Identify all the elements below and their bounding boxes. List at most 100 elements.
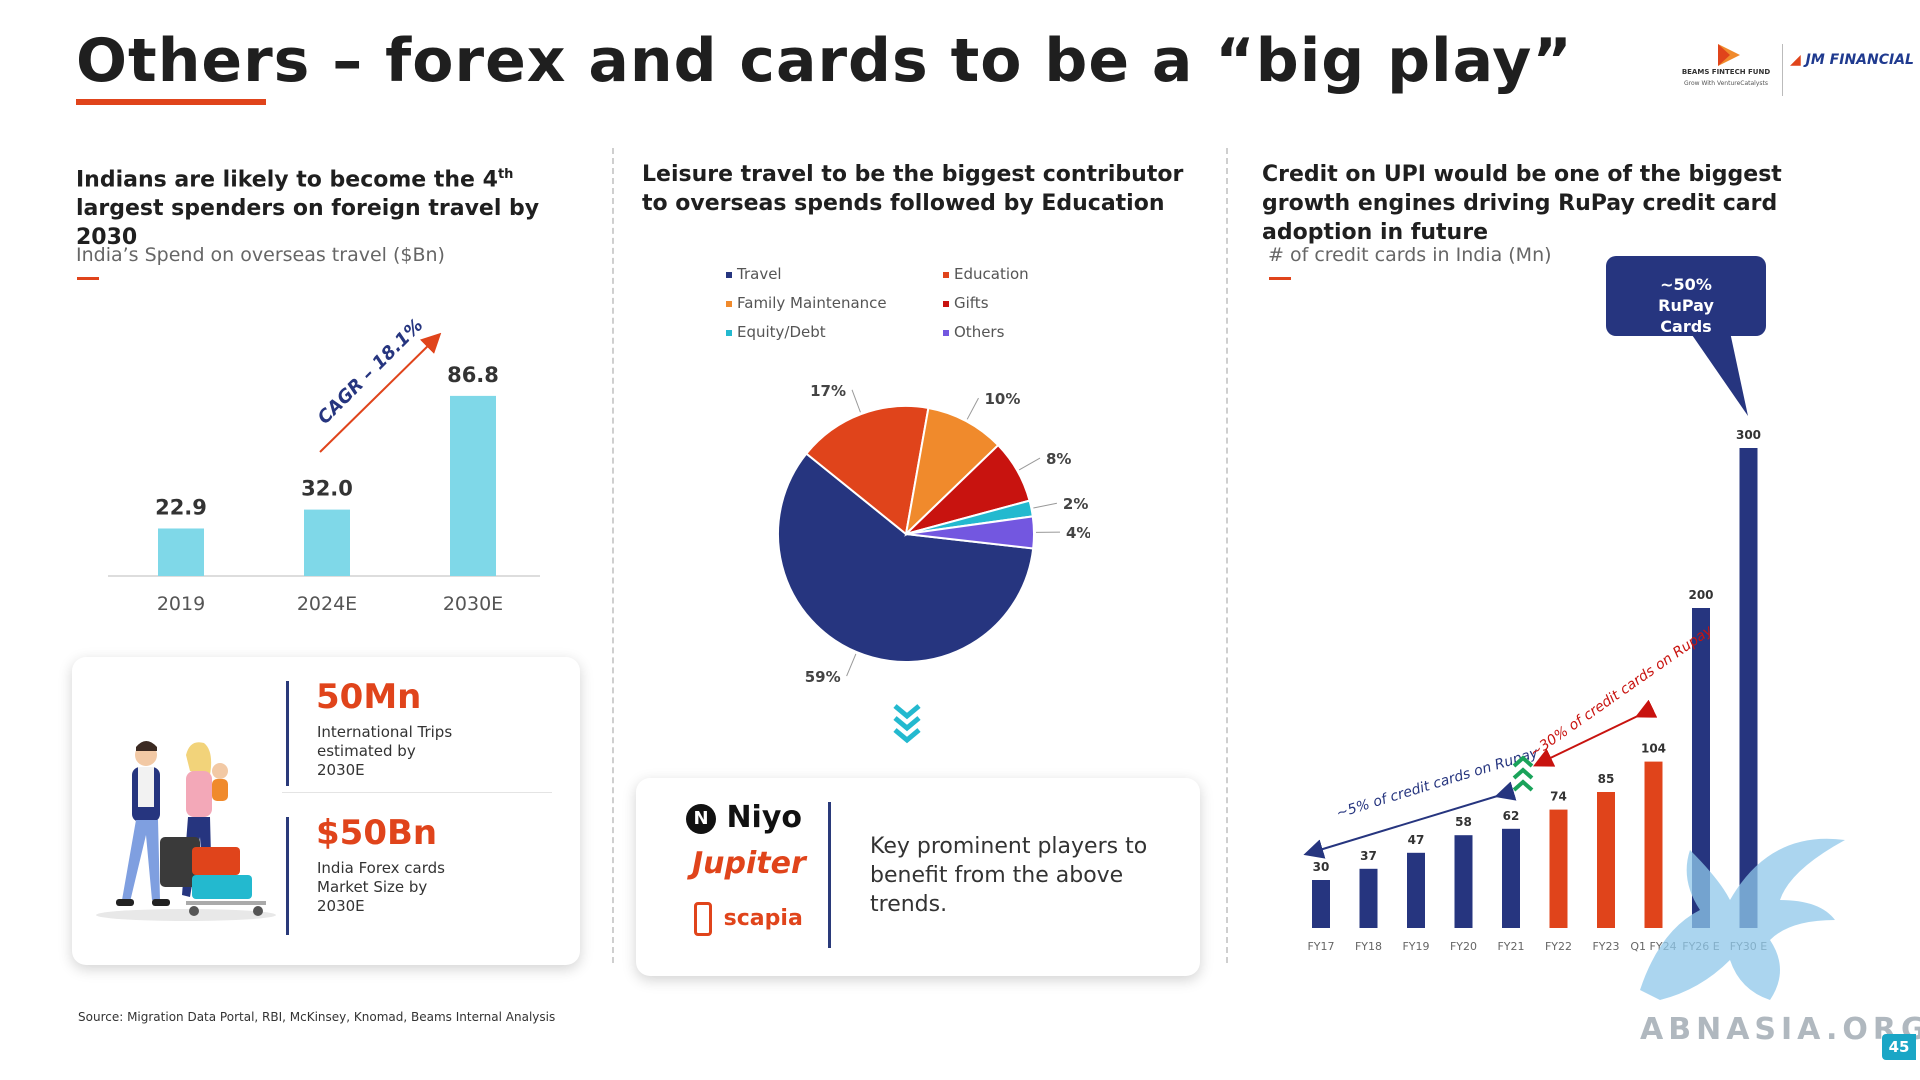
jm-name: JM FINANCIAL — [1805, 52, 1914, 68]
scapia-luggage-icon — [694, 902, 712, 936]
key-players-card: N Niyo Jupiter scapia Key prominent play… — [636, 778, 1200, 976]
legend-education-swatch — [943, 271, 949, 278]
cards-category-label-fy21: FY21 — [1497, 940, 1524, 953]
rupay-30pct-text: ~30% of credit cards on Rupay — [1527, 622, 1716, 761]
legend-others: Others — [943, 323, 1004, 341]
cards-bar-fy20 — [1454, 835, 1473, 928]
beams-triangle-icon — [1718, 44, 1740, 66]
cards-value-label-fy19: 47 — [1408, 833, 1425, 847]
player-jupiter: Jupiter — [692, 846, 806, 881]
travel-value-label-2019: 22.9 — [155, 495, 207, 519]
pie-leader-family-maintenance — [966, 397, 979, 420]
travel-value-label-2024E: 32.0 — [301, 477, 353, 501]
legend-travel-label: Travel — [737, 265, 782, 283]
cards-value-label-fy26-e: 200 — [1688, 588, 1713, 602]
pie-label-travel: 59% — [805, 668, 841, 686]
cards-bar-fy18 — [1359, 868, 1378, 928]
cards-category-label-fy20: FY20 — [1450, 940, 1477, 953]
cards-value-label-fy21: 62 — [1503, 809, 1520, 823]
traveller-family-illustration — [96, 741, 276, 921]
overseas-spend-pie-chart: 59% 17% 10% 8% 2% 4% — [777, 382, 1090, 686]
travel-category-label-2024E: 2024E — [297, 593, 357, 615]
legend-others-label: Others — [954, 323, 1005, 341]
growth-chevrons-icon — [1512, 755, 1534, 792]
cards-bar-q1-fy24 — [1644, 761, 1663, 928]
player-scapia: scapia — [694, 902, 803, 936]
player-scapia-label: scapia — [723, 906, 803, 931]
cards-bar-fy17 — [1312, 880, 1330, 928]
section1-heading-pre: Indians are likely to become the 4 — [76, 167, 498, 193]
logo-separator — [1782, 44, 1783, 96]
cards-category-label-fy22: FY22 — [1545, 940, 1572, 953]
legend-equity-debt: Equity/Debt — [726, 323, 826, 341]
stat-forex-value: $50Bn — [316, 813, 438, 853]
cards-bar-fy19 — [1407, 852, 1425, 928]
rupay-30pct-arrow — [1532, 699, 1658, 767]
section3-heading: Credit on UPI would be one of the bigges… — [1262, 162, 1782, 245]
page-number: 45 — [1882, 1034, 1916, 1060]
section3-subheading: # of credit cards in India (Mn) — [1268, 244, 1552, 266]
legend-equity-label: Equity/Debt — [737, 323, 826, 341]
section1-subheading: India’s Spend on overseas travel ($Bn) — [76, 244, 445, 266]
cards-value-label-fy18: 37 — [1360, 849, 1377, 863]
legend-equity-swatch — [726, 329, 732, 336]
cards-value-label-fy23: 85 — [1598, 772, 1615, 786]
stat-trips-value: 50Mn — [316, 677, 422, 717]
cagr-label: CAGR – 18.1% — [314, 315, 428, 429]
cards-category-label-fy17: FY17 — [1307, 940, 1334, 953]
legend-education-label: Education — [954, 265, 1029, 283]
cagr-arrow — [319, 332, 442, 453]
chevrons-down-icon — [893, 704, 921, 744]
section1-heading-post: largest spenders on foreign travel by 20… — [76, 196, 540, 251]
cards-bar-fy26-e — [1692, 608, 1710, 928]
stat-separator — [282, 792, 552, 793]
legend-gifts-label: Gifts — [954, 294, 989, 312]
player-niyo: N Niyo — [686, 800, 802, 835]
section1-subheading-mark — [77, 277, 99, 280]
pie-leader-equity-debt — [1033, 502, 1057, 509]
legend-gifts: Gifts — [943, 294, 989, 312]
pie-label-others: 4% — [1066, 524, 1090, 542]
stat-trips-text: International Trips estimated by 2030E — [317, 723, 453, 779]
logos: BEAMS FINTECH FUND Grow With VentureCata… — [1676, 40, 1914, 100]
rupay-callout: ~50% RuPay Cards — [1606, 256, 1766, 336]
travel-bar-2019 — [158, 528, 204, 576]
jm-flag-icon: ◢ — [1790, 52, 1801, 68]
legend-travel-swatch — [726, 271, 732, 278]
stat-forex-text: India Forex cards Market Size by 2030E — [317, 859, 445, 915]
pie-label-education: 17% — [810, 382, 846, 400]
stat-divider-1 — [286, 681, 289, 786]
legend-education: Education — [943, 265, 1029, 283]
pie-leader-travel — [846, 653, 857, 677]
rupay-5pct-arrow — [1303, 781, 1517, 859]
cards-value-label-fy30-e: 300 — [1736, 428, 1761, 442]
legend-travel: Travel — [726, 265, 782, 283]
page-title: Others – forex and cards to be a “big pl… — [76, 26, 1573, 96]
beams-name: BEAMS FINTECH FUND — [1681, 68, 1771, 76]
travel-stats-card: 50Mn International Trips estimated by 20… — [72, 657, 580, 965]
section2-heading: Leisure travel to be the biggest contrib… — [642, 162, 1184, 216]
players-text: Key prominent players to benefit from th… — [870, 834, 1148, 917]
watermark-griffin-icon — [1640, 838, 1845, 1000]
section3-subheading-mark — [1269, 277, 1291, 280]
pie-slice-travel — [777, 452, 1035, 663]
cards-category-label-fy19: FY19 — [1402, 940, 1429, 953]
source-note: Source: Migration Data Portal, RBI, McKi… — [78, 1010, 556, 1024]
cards-bar-fy21 — [1502, 828, 1520, 928]
title-underline — [76, 99, 266, 105]
niyo-logo-icon: N — [686, 803, 716, 834]
pie-leader-education — [851, 389, 861, 413]
stat-divider-2 — [286, 817, 289, 935]
legend-gifts-swatch — [943, 300, 949, 307]
pie-label-family-maintenance: 10% — [984, 390, 1020, 408]
cards-value-label-fy22: 74 — [1550, 790, 1567, 804]
travel-value-label-2030E: 86.8 — [447, 363, 499, 387]
watermark-text: ABNASIA.ORG — [1640, 1012, 1920, 1047]
players-divider — [828, 802, 831, 948]
travel-category-label-2019: 2019 — [157, 593, 205, 615]
column-divider-1 — [612, 148, 614, 963]
legend-family-swatch — [726, 300, 732, 307]
callout-pointer — [1690, 332, 1748, 416]
section1-heading: Indians are likely to become the 4th lar… — [76, 160, 596, 252]
jm-financial-logo: ◢ JM FINANCIAL — [1790, 52, 1914, 68]
